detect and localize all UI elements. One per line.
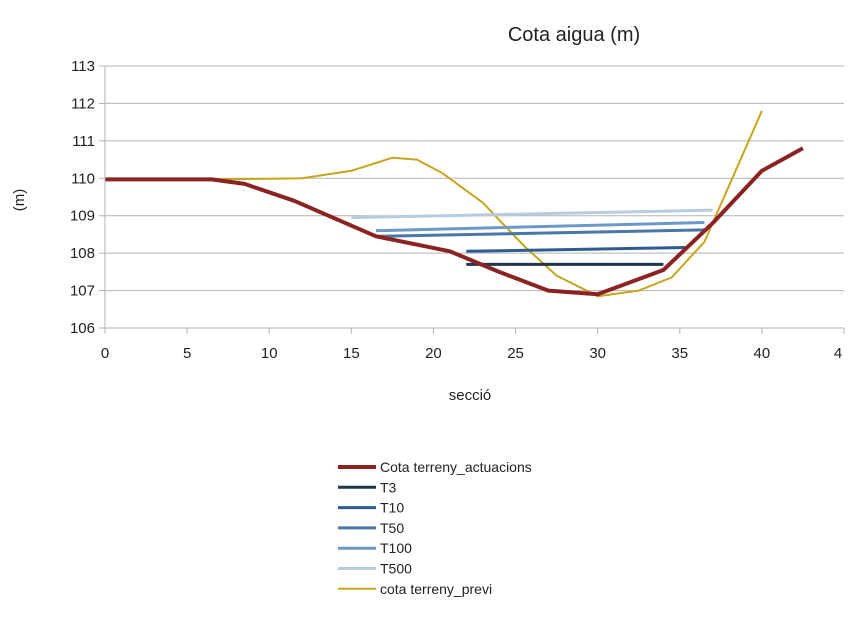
y-tick-label: 112 <box>71 95 95 112</box>
x-tick-label: 4 <box>834 345 842 362</box>
legend-label: T500 <box>380 561 412 577</box>
x-tick-label: 25 <box>507 345 524 362</box>
series-line-cota-terreny-actuacions <box>105 146 804 297</box>
y-axis-label: (m) <box>11 189 28 212</box>
y-tick-label: 111 <box>72 133 95 150</box>
chart-title: Cota aigua (m) <box>508 24 640 46</box>
legend: Cota terreny_actuacions T3 T10 T50 T100 T500 c… <box>338 459 532 597</box>
legend-label: Cota terreny_actuacions <box>380 459 532 475</box>
legend-label: T10 <box>380 500 404 516</box>
x-tick-label: 10 <box>261 345 278 362</box>
y-tick-label: 108 <box>70 245 95 262</box>
axes: 106 107 108 109 110 111 112 113 0 5 10 15 20 25 30 35 40… <box>70 58 845 362</box>
legend-label: T50 <box>380 520 404 536</box>
legend-label: T3 <box>380 479 397 495</box>
x-tick-label: 30 <box>589 345 606 362</box>
grid <box>105 65 844 329</box>
series-line-t100 <box>375 221 705 233</box>
legend-label: T100 <box>380 540 412 556</box>
y-tick-label: 113 <box>71 58 95 75</box>
series-layer <box>105 110 804 298</box>
x-tick-label: 0 <box>101 345 109 362</box>
series-line-t500 <box>351 208 713 220</box>
series-line-cota-terreny-previ <box>105 110 763 298</box>
series-line-t10 <box>466 246 689 253</box>
x-tick-label: 40 <box>754 345 771 362</box>
legend-label: cota terreny_previ <box>380 581 492 597</box>
y-tick-label: 109 <box>70 208 95 225</box>
x-tick-label: 20 <box>425 345 442 362</box>
y-tick-label: 106 <box>70 320 95 337</box>
x-axis-label: secció <box>449 387 492 404</box>
y-tick-label: 110 <box>71 170 95 187</box>
x-tick-label: 15 <box>343 345 360 362</box>
x-tick-label: 5 <box>183 345 191 362</box>
series-line-t50 <box>375 228 705 238</box>
x-tick-label: 35 <box>671 345 688 362</box>
y-tick-label: 107 <box>70 283 95 300</box>
